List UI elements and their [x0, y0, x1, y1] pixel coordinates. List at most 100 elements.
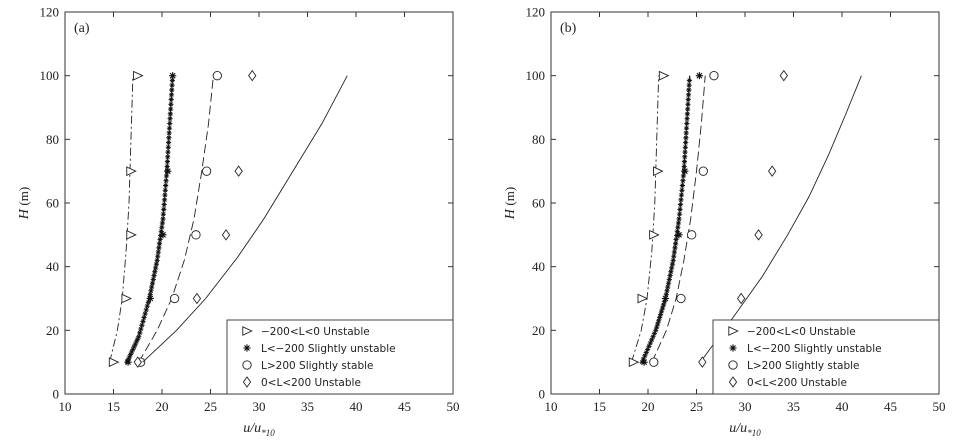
fit-star: [650, 334, 656, 339]
y-tick-label: 20: [532, 323, 545, 338]
data-point: [201, 166, 212, 176]
data-point: [653, 166, 664, 177]
fit-star: [134, 337, 141, 342]
x-tick-label: 10: [59, 399, 72, 414]
data-point: [676, 293, 686, 304]
legend-label: L>200 Slightly stable: [261, 360, 374, 372]
x-axis-label-main: u/u: [243, 421, 261, 436]
y-axis-label: H (m): [16, 187, 32, 220]
fit-star: [167, 121, 173, 126]
y-tick-label: 20: [46, 323, 59, 338]
fit-star: [646, 344, 652, 349]
fit-star: [159, 220, 165, 226]
fit-star: [684, 111, 690, 116]
fit-star: [656, 318, 662, 323]
fit-star: [168, 92, 175, 97]
fit-star: [168, 102, 174, 107]
y-tick-label: 40: [532, 259, 545, 274]
series-3: [698, 69, 862, 368]
legend-label: 0<L<200 Unstable: [261, 377, 361, 389]
fit-star: [156, 245, 162, 251]
x-tick-label: 50: [447, 399, 460, 414]
fit-star: [167, 116, 173, 121]
fit-star: [142, 311, 148, 316]
fit-star: [655, 321, 661, 327]
fit-star: [160, 216, 166, 222]
x-axis-label-main: u/u: [729, 421, 747, 436]
data-point: [212, 71, 222, 81]
legend: −200<L<0 Unstable L<−200 Slightly unstabl…: [712, 319, 940, 395]
fit-star: [169, 83, 175, 88]
x-tick-label: 40: [350, 399, 363, 414]
data-point: [698, 356, 707, 368]
data-point: [121, 293, 132, 304]
fit-star: [682, 149, 688, 155]
fit-star: [682, 154, 688, 159]
fit-star: [169, 87, 175, 93]
legend-marker: [243, 344, 251, 352]
fit-star: [139, 323, 145, 328]
y-tick-label: 60: [532, 196, 545, 211]
fit-star: [668, 269, 674, 274]
fit-star: [157, 237, 163, 242]
legend-marker: [728, 360, 738, 370]
x-tick-label: 15: [107, 399, 120, 414]
data-point: [754, 229, 763, 241]
fit-star: [677, 207, 683, 212]
fit-star: [133, 339, 139, 344]
fit-star: [147, 292, 153, 297]
data-point: [628, 357, 640, 368]
fit-line: [138, 75, 214, 363]
fit-star: [676, 216, 682, 222]
fit-star: [685, 102, 691, 107]
series-0: [108, 70, 144, 368]
data-point: [133, 70, 144, 81]
fit-star: [149, 284, 155, 290]
legend-item-0: −200<L<0 Unstable: [242, 326, 370, 338]
series-0: [628, 70, 670, 368]
fit-star: [126, 354, 133, 360]
y-tick-label: 0: [539, 387, 546, 402]
fit-star: [148, 288, 154, 293]
legend-item-3: 0<L<200 Unstable: [728, 376, 847, 389]
fit-star: [165, 145, 171, 150]
fit-star: [685, 97, 691, 102]
data-point: [736, 292, 746, 305]
legend-item-1: L<−200 Slightly unstable: [729, 343, 882, 355]
fit-star: [673, 237, 679, 242]
data-point: [649, 357, 659, 367]
x-axis-label: u/u*10: [729, 421, 761, 438]
fit-star: [163, 178, 169, 183]
legend-item-2: L>200 Slightly stable: [728, 360, 860, 372]
x-axis-label-subscript: *10: [747, 428, 761, 438]
fit-star: [159, 225, 165, 230]
panel-label: (b): [560, 21, 577, 36]
fit-star: [131, 344, 137, 350]
y-tick-label: 120: [40, 5, 60, 20]
data-point: [164, 167, 172, 175]
fit-star: [677, 202, 684, 207]
x-tick-label: 40: [836, 399, 849, 414]
data-point: [779, 69, 788, 82]
series-3: [133, 69, 348, 368]
fit-line: [651, 75, 706, 363]
legend-label: −200<L<0 Unstable: [261, 326, 370, 338]
fit-line: [641, 75, 691, 363]
fit-star: [666, 277, 672, 282]
fit-star: [150, 277, 156, 282]
x-tick-label: 30: [253, 399, 266, 414]
series-2: [136, 71, 222, 367]
fit-star: [653, 328, 659, 333]
data-point: [675, 231, 683, 239]
legend-marker: [728, 326, 739, 336]
fit-star: [651, 331, 658, 336]
legend-box: [226, 319, 454, 395]
fit-star: [686, 78, 693, 83]
fit-star: [161, 207, 167, 212]
legend-label: L<−200 Slightly unstable: [261, 343, 396, 355]
data-point: [108, 357, 120, 368]
data-point: [192, 292, 202, 305]
y-axis-label-unit: (m): [502, 187, 517, 206]
fit-star: [686, 87, 692, 93]
data-point: [191, 230, 201, 240]
